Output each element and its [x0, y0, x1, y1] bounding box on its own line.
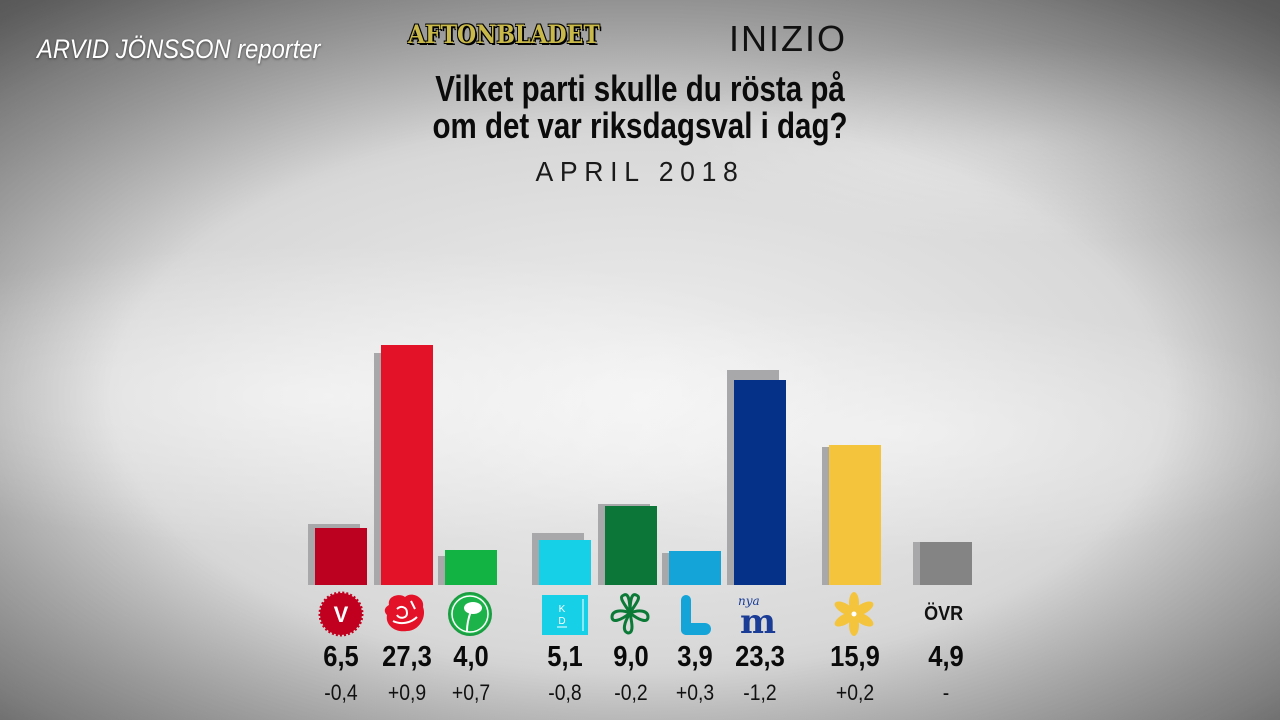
chart-date: APRIL 2018: [535, 156, 745, 187]
svg-text:m: m: [740, 602, 776, 637]
change-label-l: +0,3: [675, 680, 715, 705]
value-label-s: 27,3: [382, 641, 432, 673]
chart-title: Vilket parti skulle du rösta på om det v…: [0, 70, 1280, 144]
bar-ovr: [920, 541, 972, 585]
title-line-2: om det var riksdagsval i dag?: [432, 105, 848, 146]
value-label-m: 23,3: [735, 641, 785, 673]
reporter-credit: ARVID JÖNSSON reporter: [37, 34, 321, 64]
bar-kd: [539, 540, 591, 585]
vansterpartiet-logo-icon: V: [315, 590, 367, 638]
value-label-kd: 5,1: [547, 641, 583, 673]
value-label-ovr: 4,9: [928, 641, 964, 673]
value-label-c: 9,0: [613, 641, 649, 673]
liberalerna-l-icon: [669, 590, 721, 638]
change-label-v: -0,4: [324, 680, 358, 705]
inizio-logo: INIZIO: [729, 18, 847, 59]
change-label-c: -0,2: [614, 680, 648, 705]
svg-text:D: D: [558, 616, 565, 627]
ovrigt-label: ÖVR: [924, 602, 964, 625]
centerpartiet-clover-icon: [604, 590, 656, 638]
bar-c: [605, 505, 657, 585]
change-label-m: -1,2: [743, 680, 777, 705]
change-label-sd: +0,2: [835, 680, 875, 705]
value-label-sd: 15,9: [830, 641, 880, 673]
moderaterna-nya-m-icon: nya m: [732, 590, 784, 638]
miljopartiet-dandelion-icon: [444, 590, 496, 638]
value-label-v: 6,5: [323, 641, 359, 673]
change-label-ovr: -: [942, 680, 950, 705]
bar-l: [669, 550, 721, 585]
svg-text:K: K: [559, 604, 566, 615]
svg-text:nya: nya: [738, 594, 760, 608]
change-label-kd: -0,8: [548, 680, 582, 705]
bar-sd: [829, 445, 881, 585]
value-label-mp: 4,0: [453, 641, 489, 673]
svg-text:V: V: [334, 602, 349, 627]
bar-s: [381, 345, 433, 585]
value-label-l: 3,9: [677, 641, 713, 673]
bar-m: [734, 380, 786, 585]
title-line-1: Vilket parti skulle du rösta på: [435, 68, 845, 109]
change-label-s: +0,9: [387, 680, 427, 705]
aftonbladet-logo: AFTONBLADET: [408, 20, 600, 49]
sverigedemokraterna-flower-icon: [828, 590, 880, 638]
socialdemokraterna-rose-icon: [379, 590, 431, 638]
bar-mp: [445, 549, 497, 585]
change-label-mp: +0,7: [451, 680, 491, 705]
bar-v: [315, 527, 367, 585]
